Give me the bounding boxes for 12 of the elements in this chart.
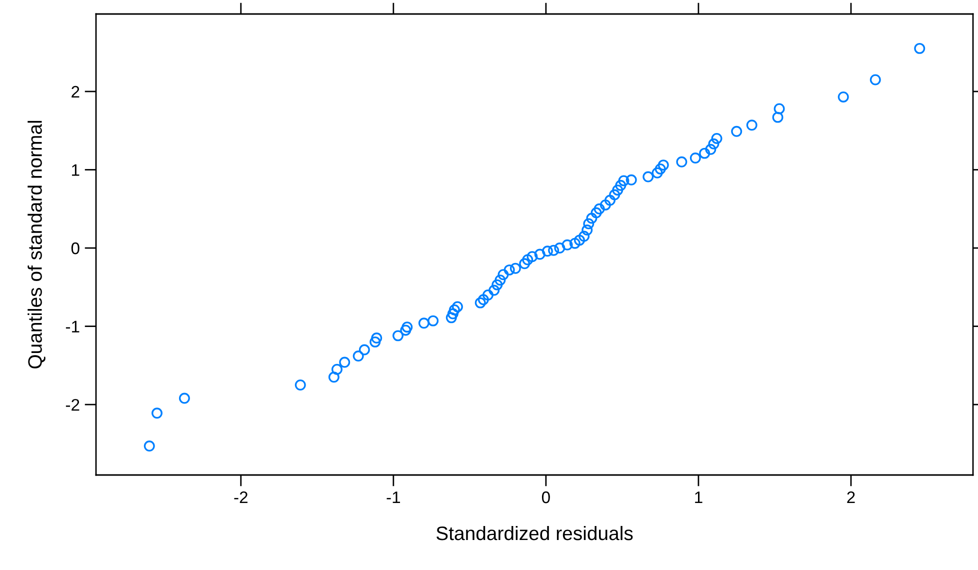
- y-tick-label: 0: [71, 242, 80, 254]
- y-tick-label: -2: [66, 398, 80, 411]
- y-axis-title: Quantiles of standard normal: [28, 120, 46, 368]
- x-tick-label: 2: [847, 491, 855, 504]
- y-tick-label: -1: [66, 320, 80, 332]
- x-tick-label: -2: [234, 491, 248, 504]
- y-tick-label: 2: [72, 86, 80, 98]
- x-axis-title: Standardized residuals: [436, 526, 633, 540]
- x-tick-label: 1: [695, 492, 702, 504]
- x-tick-label: -1: [386, 492, 400, 504]
- x-tick-label: 0: [542, 491, 550, 504]
- y-tick-label: 1: [72, 164, 80, 176]
